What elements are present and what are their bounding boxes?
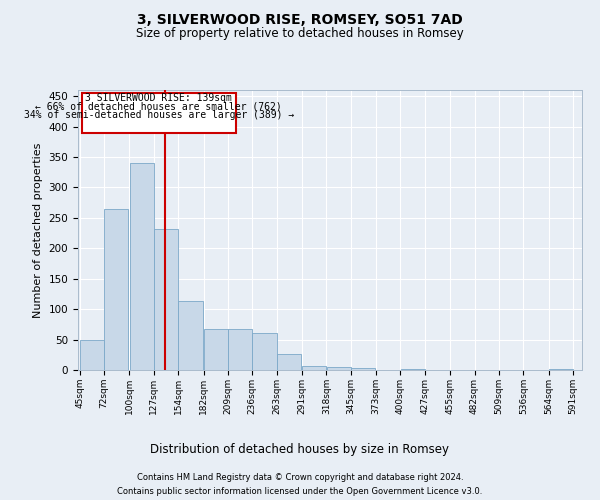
FancyBboxPatch shape [82, 93, 236, 132]
Bar [154, 229, 178, 370]
Bar [302, 366, 326, 370]
Text: Contains HM Land Registry data © Crown copyright and database right 2024.: Contains HM Land Registry data © Crown c… [137, 472, 463, 482]
Text: 3 SILVERWOOD RISE: 139sqm: 3 SILVERWOOD RISE: 139sqm [85, 93, 232, 103]
Text: Contains public sector information licensed under the Open Government Licence v3: Contains public sector information licen… [118, 488, 482, 496]
Bar [277, 354, 301, 370]
Y-axis label: Number of detached properties: Number of detached properties [33, 142, 43, 318]
Text: Size of property relative to detached houses in Romsey: Size of property relative to detached ho… [136, 28, 464, 40]
Bar [80, 340, 104, 370]
Bar [104, 208, 128, 370]
Bar [203, 328, 228, 370]
Bar [253, 334, 277, 370]
Bar [351, 368, 375, 370]
Text: 34% of semi-detached houses are larger (389) →: 34% of semi-detached houses are larger (… [24, 110, 294, 120]
Bar [228, 328, 252, 370]
Text: 3, SILVERWOOD RISE, ROMSEY, SO51 7AD: 3, SILVERWOOD RISE, ROMSEY, SO51 7AD [137, 12, 463, 26]
Bar [178, 300, 203, 370]
Bar [130, 163, 154, 370]
Text: Distribution of detached houses by size in Romsey: Distribution of detached houses by size … [151, 442, 449, 456]
Bar [326, 367, 350, 370]
Text: ← 66% of detached houses are smaller (762): ← 66% of detached houses are smaller (76… [35, 102, 282, 112]
